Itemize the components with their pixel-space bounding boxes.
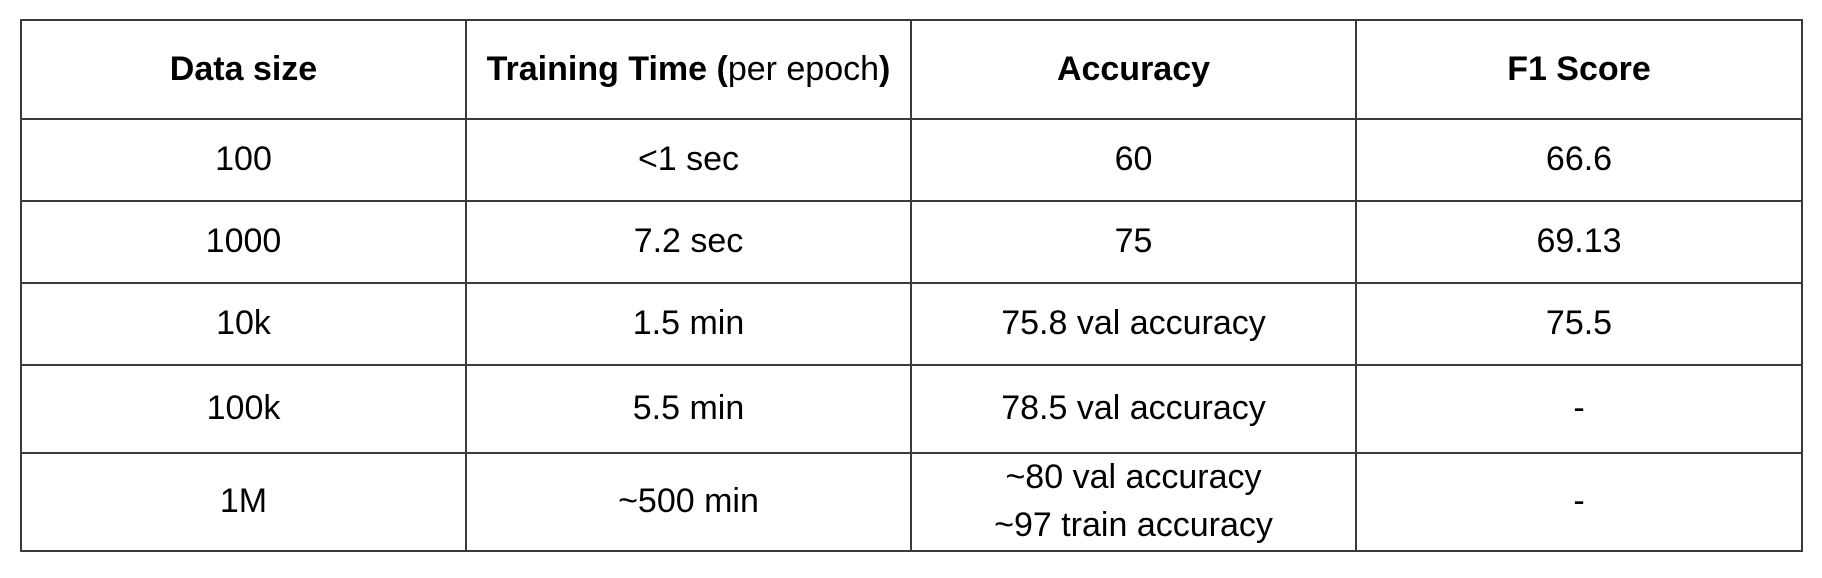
- header-training-time-note: per epoch: [727, 50, 880, 89]
- cell-f1-score: 69.13: [1355, 200, 1803, 284]
- cell-training-time: 1.5 min: [465, 282, 912, 366]
- cell-accuracy: 60: [910, 118, 1357, 202]
- cell-training-time: 7.2 sec: [465, 200, 912, 284]
- header-f1-score: F1 Score: [1355, 19, 1803, 120]
- cell-data-size: 1000: [20, 200, 467, 284]
- header-training-time-bold-close: ): [879, 50, 891, 89]
- header-training-time: Training Time (per epoch): [465, 19, 912, 120]
- header-data-size: Data size: [20, 19, 467, 120]
- cell-accuracy: 75: [910, 200, 1357, 284]
- table-row: 100k 5.5 min 78.5 val accuracy -: [20, 364, 1803, 454]
- cell-accuracy-line: ~80 val accuracy: [1005, 458, 1262, 497]
- cell-training-time: 5.5 min: [465, 364, 912, 454]
- cell-accuracy-line: 60: [1114, 140, 1153, 179]
- cell-data-size: 1M: [20, 452, 467, 552]
- cell-accuracy-line: 75.8 val accuracy: [1001, 304, 1266, 343]
- cell-f1-score: -: [1355, 364, 1803, 454]
- cell-training-time: <1 sec: [465, 118, 912, 202]
- results-table: Data size Training Time (per epoch) Accu…: [20, 19, 1803, 552]
- table-row: 100 <1 sec 60 66.6: [20, 118, 1803, 202]
- table-row: 1M ~500 min ~80 val accuracy ~97 train ac…: [20, 452, 1803, 552]
- cell-f1-score: 75.5: [1355, 282, 1803, 366]
- cell-data-size: 100: [20, 118, 467, 202]
- cell-accuracy-line: 78.5 val accuracy: [1001, 389, 1266, 428]
- cell-data-size: 10k: [20, 282, 467, 366]
- table-row: 1000 7.2 sec 75 69.13: [20, 200, 1803, 284]
- cell-f1-score: -: [1355, 452, 1803, 552]
- cell-accuracy: ~80 val accuracy ~97 train accuracy: [910, 452, 1357, 552]
- cell-f1-score: 66.6: [1355, 118, 1803, 202]
- header-accuracy: Accuracy: [910, 19, 1357, 120]
- cell-accuracy-line-2: ~97 train accuracy: [994, 506, 1273, 544]
- cell-accuracy-line: 75: [1114, 222, 1153, 261]
- cell-data-size: 100k: [20, 364, 467, 454]
- header-row: Data size Training Time (per epoch) Accu…: [20, 19, 1803, 120]
- cell-accuracy: 75.8 val accuracy: [910, 282, 1357, 366]
- cell-training-time: ~500 min: [465, 452, 912, 552]
- header-training-time-bold-open: Training Time (: [486, 50, 728, 89]
- table-row: 10k 1.5 min 75.8 val accuracy 75.5: [20, 282, 1803, 366]
- cell-accuracy: 78.5 val accuracy: [910, 364, 1357, 454]
